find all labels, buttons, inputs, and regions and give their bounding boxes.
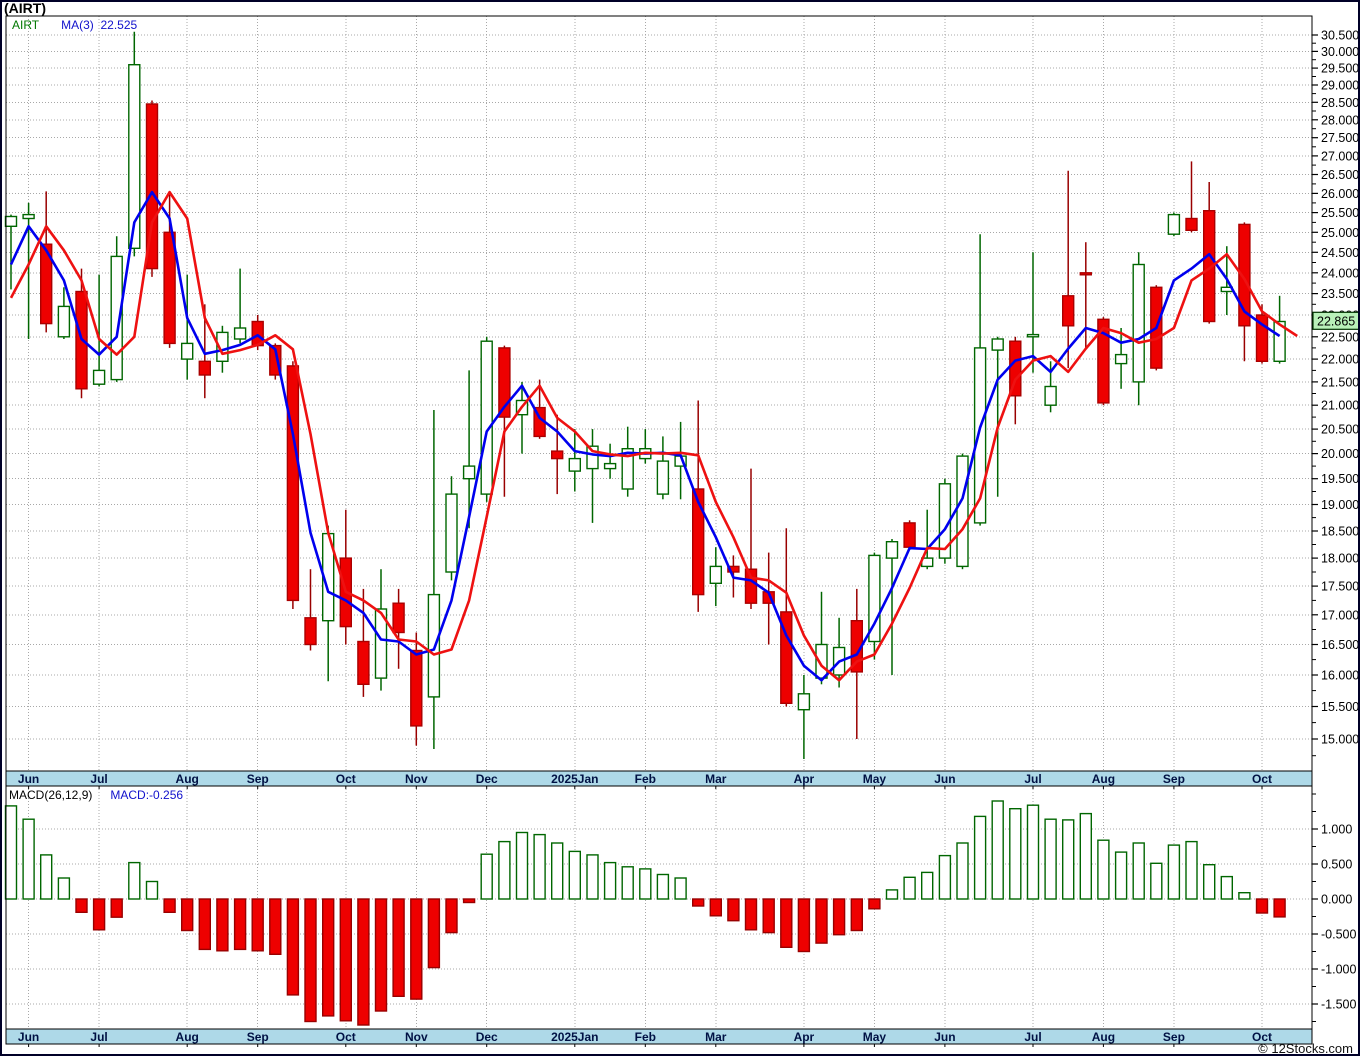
svg-text:Aug: Aug [1092,772,1115,786]
macd-legend-value: MACD:-0.256 [110,788,184,802]
svg-text:Jul: Jul [90,1030,107,1044]
panel-frames [5,15,1313,1045]
svg-text:Aug: Aug [1092,1030,1115,1044]
svg-text:27.000: 27.000 [1321,149,1358,163]
macd-axis: 1.000 0.500 0.000 -0.500 -1.000 -1.500 [1312,793,1356,1022]
svg-text:0.000: 0.000 [1321,893,1352,907]
macd-legend-params: MACD(26,12,9) [9,788,93,802]
svg-text:16.000: 16.000 [1321,669,1358,683]
svg-text:Dec: Dec [476,1030,498,1044]
svg-text:Oct: Oct [1252,772,1272,786]
page-title: (AIRT) [4,0,46,16]
svg-text:18.000: 18.000 [1321,552,1358,566]
svg-text:1.000: 1.000 [1321,823,1352,837]
svg-text:Sep: Sep [247,772,269,786]
svg-text:22.865: 22.865 [1317,314,1355,328]
svg-text:27.500: 27.500 [1321,131,1358,145]
svg-text:30.500: 30.500 [1321,29,1358,43]
svg-text:Apr: Apr [794,1030,815,1044]
macd-bars [4,800,1286,1026]
svg-text:19.500: 19.500 [1321,472,1358,486]
svg-text:24.500: 24.500 [1321,246,1358,260]
svg-text:Jun: Jun [934,772,955,786]
svg-text:17.000: 17.000 [1321,608,1358,622]
last-price-tag: 22.865 [1312,311,1358,330]
svg-text:Dec: Dec [476,772,498,786]
svg-text:2025Jan: 2025Jan [551,1030,598,1044]
svg-text:22.000: 22.000 [1321,353,1358,367]
svg-text:24.000: 24.000 [1321,266,1358,280]
svg-text:Jun: Jun [18,1030,39,1044]
svg-text:Aug: Aug [176,772,199,786]
watermark: © 12Stocks.com [1258,1041,1353,1056]
svg-text:Nov: Nov [405,772,428,786]
svg-text:15.000: 15.000 [1321,733,1358,747]
legend-symbol: AIRT [12,18,40,32]
price-axis: 30.500 30.000 29.500 29.000 28.500 28.000 27.5… [1312,29,1358,757]
svg-text:25.500: 25.500 [1321,206,1358,220]
svg-text:Oct: Oct [336,772,356,786]
month-axis-top [5,770,1313,787]
svg-text:-0.500: -0.500 [1321,928,1356,942]
ma-red-line [9,190,1298,682]
svg-text:18.500: 18.500 [1321,525,1358,539]
svg-text:26.000: 26.000 [1321,187,1358,201]
svg-text:25.000: 25.000 [1321,226,1358,240]
svg-text:0.500: 0.500 [1321,858,1352,872]
svg-text:-1.500: -1.500 [1321,998,1356,1012]
svg-text:22.500: 22.500 [1321,330,1358,344]
svg-text:30.000: 30.000 [1321,45,1358,59]
svg-text:Sep: Sep [1163,1030,1185,1044]
svg-text:Nov: Nov [405,1030,428,1044]
svg-text:28.000: 28.000 [1321,113,1358,127]
svg-text:Feb: Feb [635,772,656,786]
price-legend: AIRT MA(3) 22.525 [12,18,137,32]
svg-text:16.500: 16.500 [1321,638,1358,652]
svg-text:20.000: 20.000 [1321,447,1358,461]
svg-text:21.000: 21.000 [1321,399,1358,413]
svg-text:29.500: 29.500 [1321,62,1358,76]
legend-ma: MA(3) 22.525 [61,18,138,32]
month-labels: Jun Jun Jul Jul Aug Aug Sep Sep Oct Oct Nov Nov Dec D… [18,772,1272,1047]
svg-text:Feb: Feb [635,1030,656,1044]
svg-text:-1.000: -1.000 [1321,963,1356,977]
svg-text:Jul: Jul [90,772,107,786]
svg-text:Sep: Sep [1163,772,1185,786]
svg-text:Jun: Jun [18,772,39,786]
macd-legend: MACD(26,12,9) MACD:-0.256 [9,788,183,802]
svg-text:Aug: Aug [176,1030,199,1044]
svg-text:Mar: Mar [705,772,727,786]
svg-text:28.500: 28.500 [1321,96,1358,110]
month-axis-bottom [5,1028,1313,1045]
svg-text:Sep: Sep [247,1030,269,1044]
svg-text:17.500: 17.500 [1321,580,1358,594]
svg-text:2025Jan: 2025Jan [551,772,598,786]
svg-text:20.500: 20.500 [1321,423,1358,437]
svg-text:23.500: 23.500 [1321,287,1358,301]
svg-text:26.500: 26.500 [1321,168,1358,182]
svg-text:May: May [863,1030,887,1044]
svg-text:29.000: 29.000 [1321,79,1358,93]
svg-text:19.000: 19.000 [1321,498,1358,512]
svg-text:Jul: Jul [1024,1030,1041,1044]
svg-text:Oct: Oct [1252,1030,1272,1044]
svg-text:Apr: Apr [794,772,815,786]
svg-text:May: May [863,772,887,786]
svg-text:Mar: Mar [705,1030,727,1044]
svg-text:Jul: Jul [1024,772,1041,786]
svg-text:Jun: Jun [934,1030,955,1044]
svg-text:21.500: 21.500 [1321,375,1358,389]
svg-text:Oct: Oct [336,1030,356,1044]
svg-text:15.500: 15.500 [1321,700,1358,714]
